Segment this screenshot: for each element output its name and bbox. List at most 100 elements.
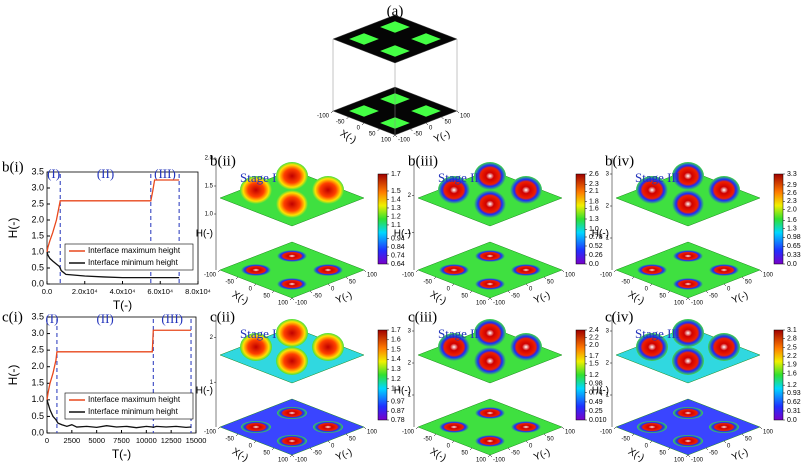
h-tick-label: 1.5 <box>205 184 214 190</box>
surface-feature <box>312 176 344 204</box>
surface-feature <box>708 176 740 204</box>
surface-feature <box>474 190 506 218</box>
x-tick-label: -50 <box>621 437 630 443</box>
surface-feature <box>475 435 505 447</box>
surface-feature <box>673 250 703 262</box>
h-tick-label: 2 <box>606 361 610 367</box>
colorbar-tick-label: 1.2 <box>391 213 401 220</box>
h-axis-label: H(-) <box>394 229 411 240</box>
x-tick <box>469 290 473 294</box>
colorbar <box>773 173 784 265</box>
y-tick-label: 50 <box>445 120 452 126</box>
y-tick-label: -50 <box>313 294 322 300</box>
colorbar-tick-label: 1.1 <box>391 386 401 393</box>
colorbar-tick-label: 1.4 <box>391 196 401 203</box>
x-tick <box>217 426 221 430</box>
y-tick <box>687 297 691 301</box>
y-tick-label: -100 <box>691 301 704 307</box>
x-tick-label: 50 <box>369 132 376 138</box>
x-tick <box>487 454 491 458</box>
y-tick-label: 1.0 <box>31 246 44 256</box>
y-tick-label: 0 <box>529 287 533 293</box>
y-tick-label: 2.0 <box>31 361 44 371</box>
y-axis-label: Y(-) <box>730 447 750 463</box>
colorbar-tick-label: 1.5 <box>391 188 401 195</box>
legend-label: Interface maximum height <box>88 395 181 404</box>
x-tick <box>631 276 635 280</box>
x-tick-label: 100 <box>476 301 487 307</box>
colorbar <box>575 173 586 265</box>
x-tick-label: -50 <box>225 280 234 286</box>
x-tick-label: 100 <box>476 458 487 464</box>
x-tick-label: 50 <box>461 294 468 300</box>
surface-feature <box>708 333 740 361</box>
y-tick <box>363 426 367 430</box>
surface-feature <box>411 33 441 45</box>
colorbar-tick-label: 0.64 <box>391 261 405 268</box>
x-tick-label: 0 <box>645 287 649 293</box>
y-tick <box>705 447 709 451</box>
x-tick <box>271 290 275 294</box>
y-axis-label: Y(-) <box>432 129 452 145</box>
y-tick-label: -50 <box>511 451 520 457</box>
surface-feature <box>510 333 542 361</box>
x-tick-label: -50 <box>225 437 234 443</box>
y-tick <box>723 440 727 444</box>
y-tick-label: 100 <box>565 273 576 279</box>
colorbar <box>773 329 784 421</box>
y-tick-label: 2.5 <box>31 345 44 355</box>
surface-feature <box>276 347 308 375</box>
y-tick <box>543 276 547 280</box>
colorbar-tick-label: 1.3 <box>787 225 797 232</box>
surface-feature <box>637 421 667 433</box>
x-tick-label: 8.0x10⁴ <box>185 287 211 296</box>
x-tick-label: 0 <box>249 287 253 293</box>
y-tick-label: 100 <box>367 273 378 279</box>
x-tick <box>346 116 349 120</box>
x-axis-label: X(-) <box>428 446 448 464</box>
series-line <box>46 251 180 279</box>
y-tick-label: 3.5 <box>31 166 44 176</box>
h-axis-label: H(-) <box>394 386 411 397</box>
x-tick <box>235 276 239 280</box>
colorbar-tick-label: 3.1 <box>787 327 797 334</box>
h-tick-label: 2 <box>408 193 412 199</box>
y-tick-label: 0 <box>429 126 433 132</box>
x-tick-label: 15000 <box>186 436 207 445</box>
x-tick <box>685 297 689 301</box>
y-tick <box>309 290 313 294</box>
panel-label: (a) <box>387 3 404 19</box>
colorbar-tick-label: 1.9 <box>787 362 797 369</box>
colorbar-tick-label: 0.84 <box>391 244 405 251</box>
surface-feature <box>313 264 343 276</box>
colorbar-tick-label: 2.3 <box>589 181 599 188</box>
y-axis-label: H(-) <box>6 365 20 386</box>
x-tick <box>451 283 455 287</box>
y-tick-label: 0.5 <box>31 262 44 272</box>
x-tick <box>667 447 671 451</box>
x-tick-label: -100 <box>600 273 613 279</box>
y-tick <box>309 447 313 451</box>
colorbar-tick-label: 2.1 <box>589 188 599 195</box>
x-tick-label: -50 <box>423 280 432 286</box>
panel-label: b(iv) <box>605 153 634 169</box>
surface-feature <box>672 347 704 375</box>
x-tick-label: 100 <box>674 458 685 464</box>
y-tick-label: 50 <box>349 437 356 443</box>
y-tick-label: 2.0 <box>31 214 44 224</box>
x-tick-label: 50 <box>659 294 666 300</box>
surface-feature <box>511 421 541 433</box>
y-tick-label: 3.5 <box>31 311 44 321</box>
x-tick <box>469 447 473 451</box>
y-tick <box>507 290 511 294</box>
colorbar-tick-label: 1.3 <box>391 205 401 212</box>
x-axis-label: X(-) <box>338 128 358 146</box>
colorbar-tick-label: 2.5 <box>787 344 797 351</box>
y-tick-label: 1.5 <box>31 230 44 240</box>
colorbar-tick-label: 2.4 <box>589 327 599 334</box>
x-tick-label: -100 <box>317 114 330 120</box>
h-tick-label: 1 <box>606 236 610 242</box>
colorbar-tick-label: 0.31 <box>787 408 801 415</box>
legend-label: Interface minimum height <box>88 258 179 267</box>
